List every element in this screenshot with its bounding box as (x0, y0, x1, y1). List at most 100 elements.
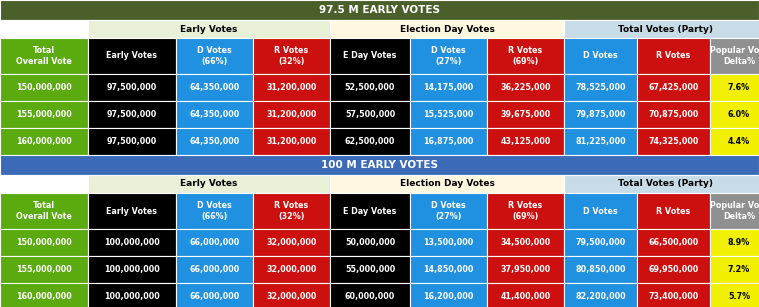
Text: 7.2%: 7.2% (728, 265, 750, 274)
Bar (253, 229, 330, 256)
Text: 74,325,000: 74,325,000 (648, 137, 699, 146)
Bar (487, 283, 564, 307)
Bar (330, 101, 410, 128)
Bar (487, 229, 564, 256)
Bar (637, 256, 710, 283)
Text: E Day Votes: E Day Votes (343, 52, 397, 60)
Text: 50,000,000: 50,000,000 (345, 238, 395, 247)
Bar (88, 20, 330, 38)
Bar (564, 229, 637, 256)
Bar (176, 38, 253, 74)
Text: 32,000,000: 32,000,000 (266, 238, 317, 247)
Text: 16,200,000: 16,200,000 (424, 292, 474, 301)
Text: 5.7%: 5.7% (728, 292, 750, 301)
Text: Popular Vote
Delta%: Popular Vote Delta% (710, 46, 759, 66)
Text: Election Day Votes: Election Day Votes (399, 25, 494, 33)
Bar (88, 101, 176, 128)
Text: Total
Overall Vote: Total Overall Vote (16, 201, 72, 221)
Text: R Votes
(69%): R Votes (69%) (509, 201, 543, 221)
Text: 100,000,000: 100,000,000 (104, 265, 160, 274)
Bar (330, 38, 410, 74)
Bar (176, 229, 253, 256)
Text: 60,000,000: 60,000,000 (345, 292, 395, 301)
Text: R Votes
(32%): R Votes (32%) (274, 201, 309, 221)
Bar (330, 175, 564, 193)
Text: 34,500,000: 34,500,000 (500, 238, 550, 247)
Bar (0, 0, 759, 20)
Text: 73,400,000: 73,400,000 (648, 292, 698, 301)
Bar (564, 128, 637, 155)
Text: 6.0%: 6.0% (728, 110, 750, 119)
Text: 32,000,000: 32,000,000 (266, 292, 317, 301)
Bar (410, 229, 487, 256)
Text: 39,675,000: 39,675,000 (500, 110, 550, 119)
Bar (487, 256, 564, 283)
Bar (487, 128, 564, 155)
Text: 52,500,000: 52,500,000 (345, 83, 395, 92)
Text: 78,525,000: 78,525,000 (575, 83, 625, 92)
Bar (330, 193, 410, 229)
Bar (710, 256, 759, 283)
Text: 55,000,000: 55,000,000 (345, 265, 395, 274)
Bar (0, 175, 88, 193)
Bar (410, 128, 487, 155)
Text: 62,500,000: 62,500,000 (345, 137, 395, 146)
Bar (88, 128, 176, 155)
Bar (330, 229, 410, 256)
Text: Early Votes: Early Votes (181, 25, 238, 33)
Bar (487, 38, 564, 74)
Bar (710, 74, 759, 101)
Text: 70,875,000: 70,875,000 (648, 110, 699, 119)
Bar (564, 101, 637, 128)
Text: D Votes
(66%): D Votes (66%) (197, 46, 232, 66)
Bar (564, 283, 637, 307)
Text: 81,225,000: 81,225,000 (575, 137, 626, 146)
Bar (253, 101, 330, 128)
Text: 43,125,000: 43,125,000 (500, 137, 551, 146)
Bar (253, 38, 330, 74)
Bar (410, 256, 487, 283)
Text: Total
Overall Vote: Total Overall Vote (16, 46, 72, 66)
Bar (410, 283, 487, 307)
Bar (564, 175, 759, 193)
Text: Early Votes: Early Votes (106, 52, 158, 60)
Text: D Votes
(27%): D Votes (27%) (431, 201, 466, 221)
Text: 150,000,000: 150,000,000 (16, 238, 72, 247)
Bar (330, 256, 410, 283)
Text: 155,000,000: 155,000,000 (16, 110, 72, 119)
Text: E Day Votes: E Day Votes (343, 207, 397, 216)
Bar (330, 74, 410, 101)
Bar (637, 229, 710, 256)
Text: 66,000,000: 66,000,000 (190, 292, 240, 301)
Bar (710, 193, 759, 229)
Text: Early Votes: Early Votes (106, 207, 158, 216)
Text: 14,850,000: 14,850,000 (424, 265, 474, 274)
Text: R Votes: R Votes (657, 52, 691, 60)
Bar (637, 101, 710, 128)
Text: 4.4%: 4.4% (728, 137, 750, 146)
Bar (564, 193, 637, 229)
Bar (253, 256, 330, 283)
Text: 160,000,000: 160,000,000 (16, 137, 72, 146)
Bar (176, 128, 253, 155)
Text: 100 M EARLY VOTES: 100 M EARLY VOTES (321, 160, 438, 170)
Bar (410, 193, 487, 229)
Text: 31,200,000: 31,200,000 (266, 110, 317, 119)
Text: 31,200,000: 31,200,000 (266, 83, 317, 92)
Text: 66,500,000: 66,500,000 (648, 238, 698, 247)
Bar (253, 193, 330, 229)
Bar (487, 193, 564, 229)
Text: 100,000,000: 100,000,000 (104, 238, 160, 247)
Bar (88, 38, 176, 74)
Text: 64,350,000: 64,350,000 (190, 110, 240, 119)
Bar (0, 20, 88, 38)
Bar (710, 283, 759, 307)
Text: 66,000,000: 66,000,000 (190, 265, 240, 274)
Text: 97,500,000: 97,500,000 (107, 137, 157, 146)
Text: 79,875,000: 79,875,000 (575, 110, 625, 119)
Text: 16,875,000: 16,875,000 (424, 137, 474, 146)
Bar (88, 193, 176, 229)
Text: D Votes: D Votes (583, 207, 618, 216)
Text: 41,400,000: 41,400,000 (500, 292, 550, 301)
Text: 64,350,000: 64,350,000 (190, 83, 240, 92)
